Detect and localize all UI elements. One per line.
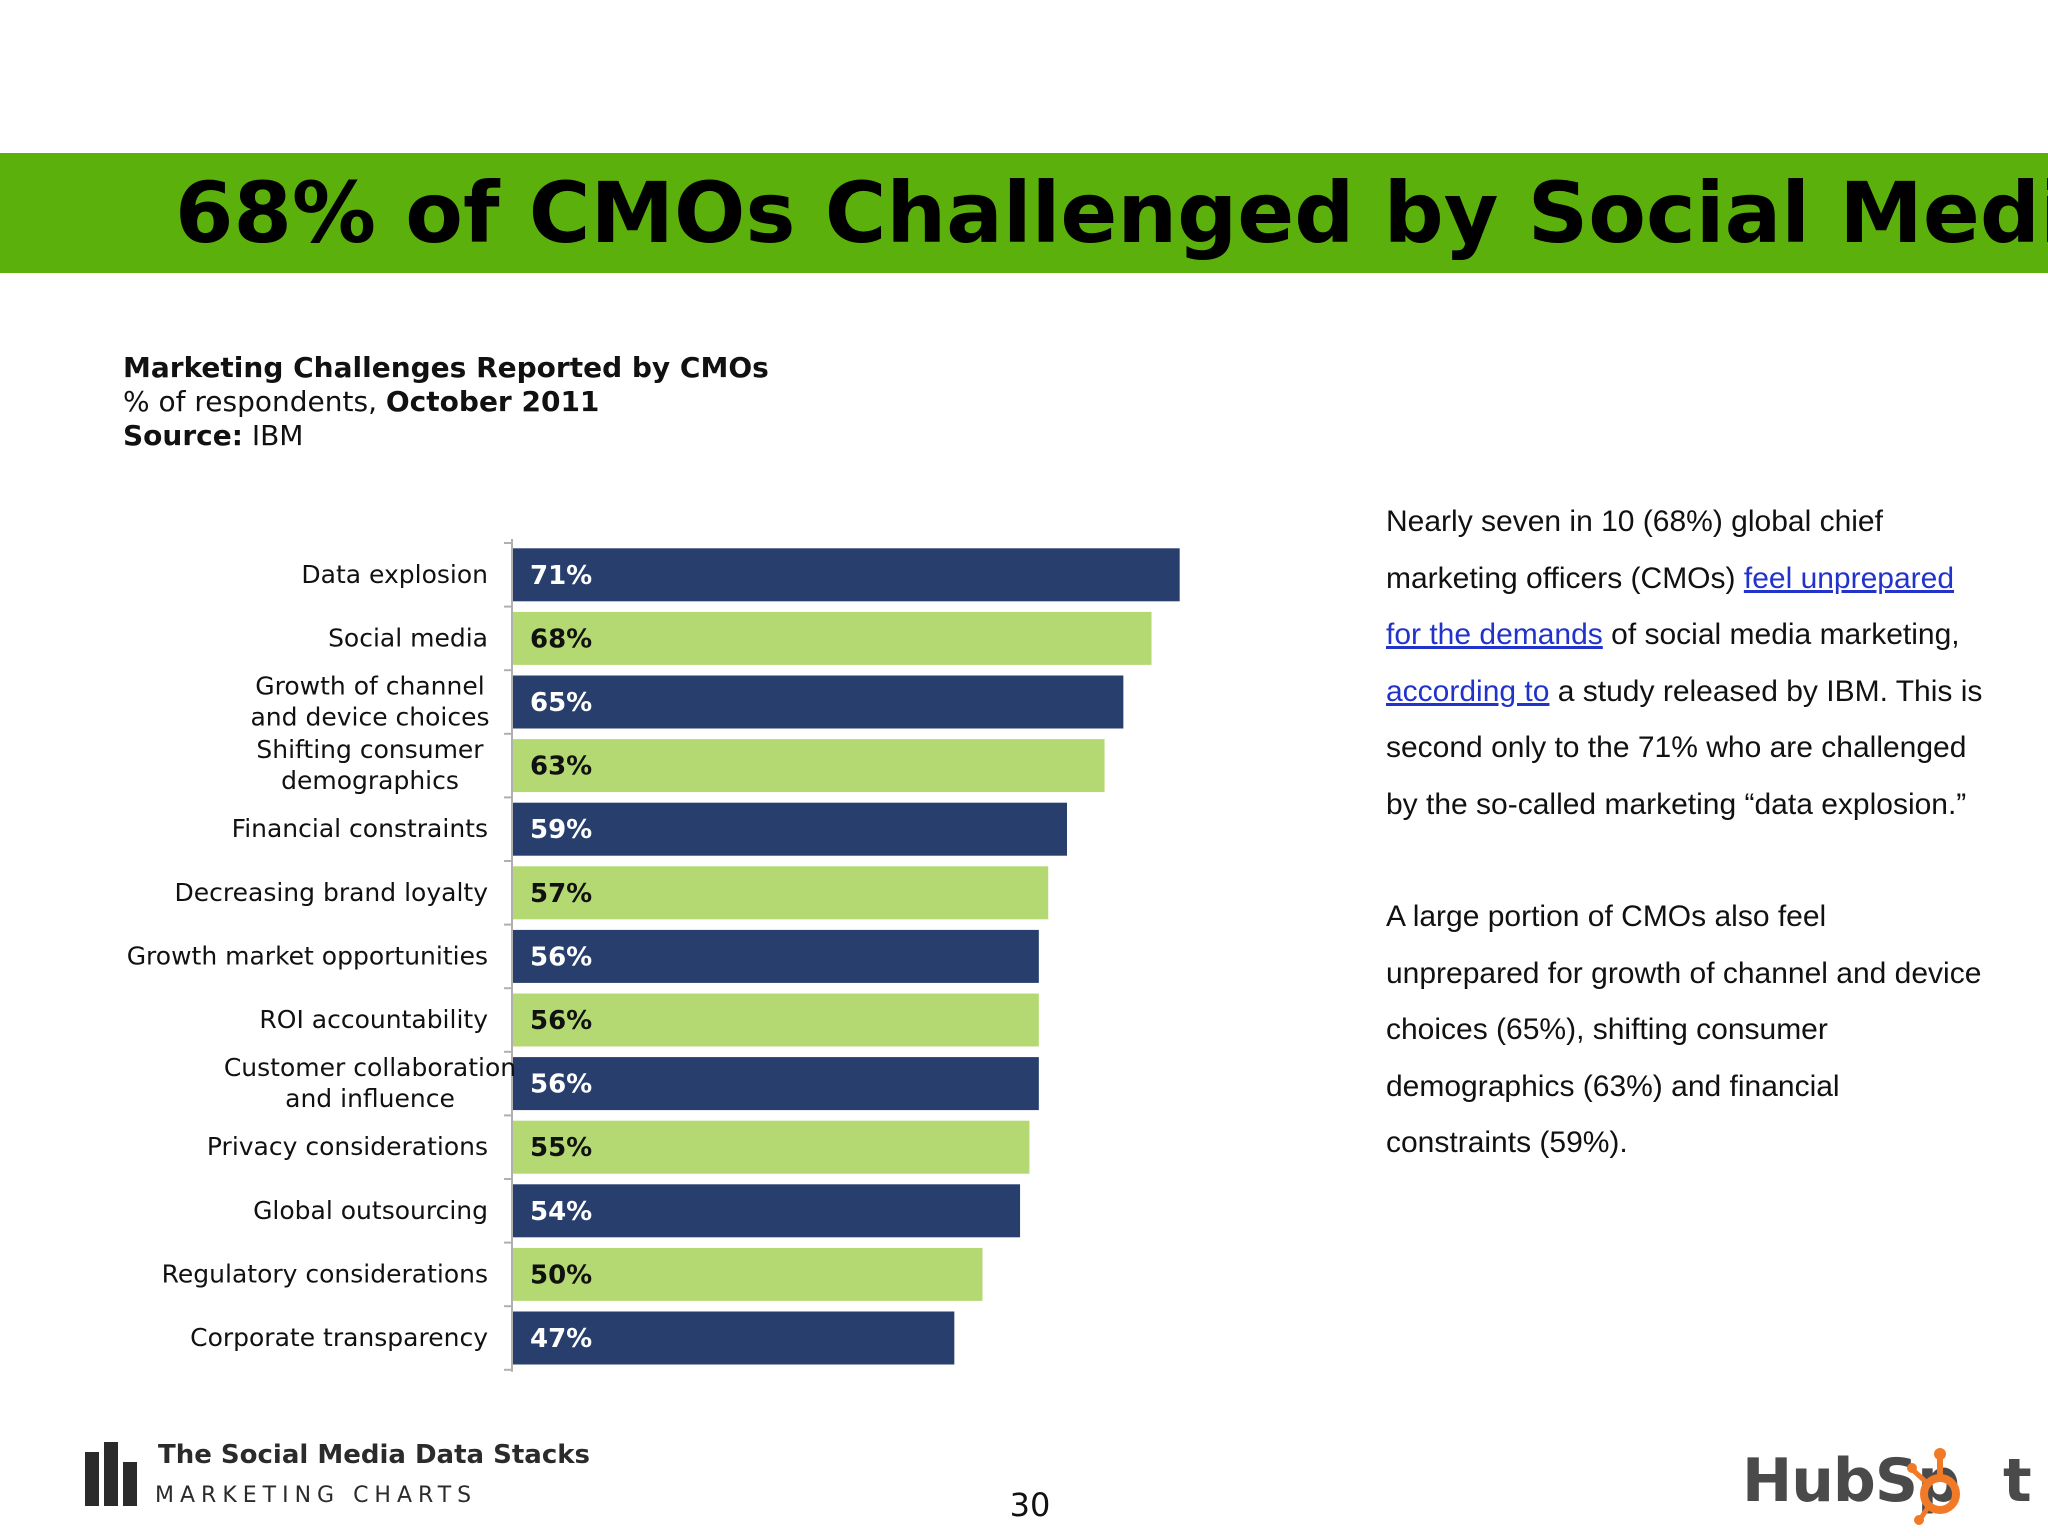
bar-value-label: 56% — [530, 1006, 592, 1036]
footer-stack-title: The Social Media Data Stacks — [158, 1440, 591, 1470]
bar-value-label: 63% — [530, 752, 592, 782]
bar-value-label: 57% — [530, 879, 592, 909]
bar — [513, 802, 1068, 856]
bar-value-label: 50% — [530, 1260, 592, 1290]
category-label: and device choices — [250, 703, 489, 732]
category-label: and influence — [285, 1084, 455, 1113]
category-label: Global outsourcing — [253, 1196, 488, 1225]
hubspot-sprocket-icon — [1907, 1448, 1960, 1525]
bar — [513, 1057, 1039, 1111]
bar-value-label: 65% — [530, 688, 592, 718]
bar — [513, 548, 1180, 602]
category-label: ROI accountability — [259, 1005, 488, 1034]
body-text: Nearly seven in 10 (68%) global chief ma… — [1386, 494, 1986, 1228]
chart-title: Marketing Challenges Reported by CMOs — [123, 351, 769, 384]
p1-text-c: a study released by IBM. This is second … — [1386, 674, 1983, 821]
category-label: Growth of channel — [255, 672, 484, 701]
p1-text-a: Nearly seven in 10 (68%) global chief ma… — [1386, 505, 1883, 595]
bar-value-label: 68% — [530, 624, 592, 654]
category-label: Social media — [328, 623, 488, 652]
chart-subtitle: % of respondents, — [123, 385, 386, 418]
according-to-link[interactable]: according to — [1386, 674, 1550, 708]
bar — [513, 739, 1105, 793]
source-value: IBM — [242, 419, 304, 452]
bar-value-label: 54% — [530, 1197, 592, 1227]
category-label: Customer collaboration — [224, 1053, 516, 1082]
category-label: Financial constraints — [232, 814, 488, 843]
paragraph-1: Nearly seven in 10 (68%) global chief ma… — [1386, 494, 1986, 833]
chart-header: Marketing Challenges Reported by CMOs % … — [123, 351, 823, 453]
category-label: Shifting consumer — [256, 735, 484, 764]
page-number: 30 — [1009, 1486, 1051, 1524]
bar-value-label: 71% — [530, 561, 592, 591]
category-label: Data explosion — [301, 560, 488, 589]
marketing-charts-logo-icon — [85, 1442, 145, 1506]
bar-value-label: 47% — [530, 1324, 592, 1354]
title-bar — [0, 153, 2048, 273]
bar — [513, 1247, 983, 1301]
slide-title: 68% of CMOs Challenged by Social Media — [175, 164, 2048, 262]
category-label: demographics — [281, 766, 459, 795]
bar — [513, 866, 1049, 920]
bar-value-label: 55% — [530, 1133, 592, 1163]
bar — [513, 1311, 955, 1365]
source-label: Source: — [123, 419, 243, 452]
feel-unprepared-link[interactable]: feel unprepared for the demands — [1386, 561, 1955, 652]
hubspot-logo: HubSp t — [1742, 1436, 2032, 1526]
category-label: Privacy considerations — [207, 1132, 488, 1161]
footer-brand: MARKETING CHARTS — [155, 1483, 478, 1508]
bar — [513, 1120, 1030, 1174]
bar — [513, 675, 1124, 729]
bar — [513, 993, 1039, 1047]
paragraph-2: A large portion of CMOs also feel unprep… — [1386, 900, 1982, 1159]
bar-chart: 71% Data explosion 68% Social media 65% Growt… — [127, 539, 1180, 1372]
bar — [513, 1184, 1021, 1238]
bar-value-label: 59% — [530, 815, 592, 845]
category-label: Corporate transparency — [190, 1323, 488, 1352]
category-label: Regulatory considerations — [162, 1259, 488, 1288]
bar — [513, 611, 1152, 665]
bar-value-label: 56% — [530, 942, 592, 972]
bar — [513, 929, 1039, 983]
chart-date: October 2011 — [385, 385, 600, 418]
bar-value-label: 56% — [530, 1070, 592, 1100]
category-label: Decreasing brand loyalty — [175, 878, 489, 907]
p1-text-b: of social media marketing, — [1602, 618, 1960, 651]
category-label: Growth market opportunities — [127, 941, 488, 970]
